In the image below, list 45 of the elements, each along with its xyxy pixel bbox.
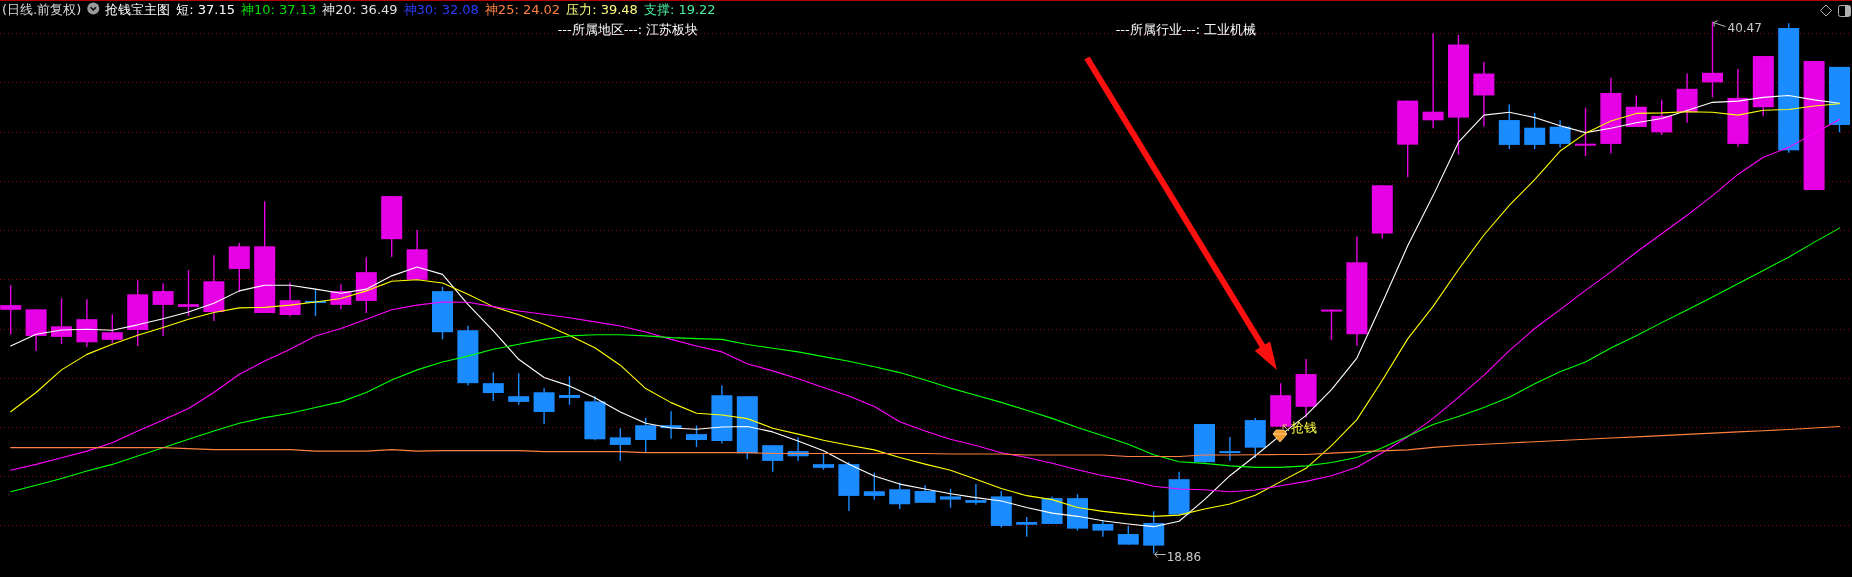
candlestick [482, 371, 504, 402]
annotation: 18.86 [1166, 549, 1202, 564]
candlestick [1473, 61, 1495, 128]
candlestick [1676, 72, 1698, 124]
candlestick [1143, 510, 1165, 555]
candlestick [1219, 436, 1241, 462]
text: 神30: 32.08 [403, 1, 479, 17]
candlestick [762, 444, 784, 473]
candlestick [1422, 32, 1444, 129]
candlestick [0, 284, 22, 335]
candlestick [1575, 107, 1596, 157]
candlestick [76, 298, 98, 348]
candlestick [686, 424, 707, 448]
text: 神20: 36.49 [322, 1, 398, 17]
candlestick [965, 483, 987, 506]
text: 神25: 24.02 [484, 1, 561, 17]
candlestick [152, 282, 174, 337]
candlestick [1117, 525, 1139, 546]
candlestick [1321, 308, 1342, 341]
candlestick [863, 472, 885, 501]
annotation: 40.47 [1727, 20, 1762, 35]
text: 短: 37.15 [176, 1, 236, 17]
candlestick [51, 297, 72, 345]
chart-subtitle: 抢钱宝主图 [105, 1, 171, 17]
text: 神10: 37.13 [241, 1, 317, 17]
candlestick [559, 375, 580, 406]
candlestick [101, 313, 123, 344]
annotation: ---所属地区---: 江苏板块 [557, 22, 699, 37]
candlestick [635, 416, 657, 454]
annotation: 抢钱 [1291, 420, 1317, 435]
annotation: ---所属行业---: 工业机械 [1115, 22, 1257, 37]
candlestick [1651, 99, 1673, 136]
chart-title: (日线.前复权) [2, 1, 82, 17]
text: 压力: 39.48 [566, 1, 638, 17]
candlestick [533, 387, 555, 425]
candlestick [508, 372, 530, 406]
candlestick [1549, 119, 1571, 149]
candlestick [279, 281, 301, 318]
text: 支撑: 19.22 [643, 1, 716, 17]
candlestick [178, 269, 199, 317]
candlestick [1016, 516, 1038, 538]
candlestick [228, 242, 250, 293]
candlestick [1524, 112, 1546, 150]
candlestick [940, 488, 961, 509]
candlestick [609, 427, 631, 462]
